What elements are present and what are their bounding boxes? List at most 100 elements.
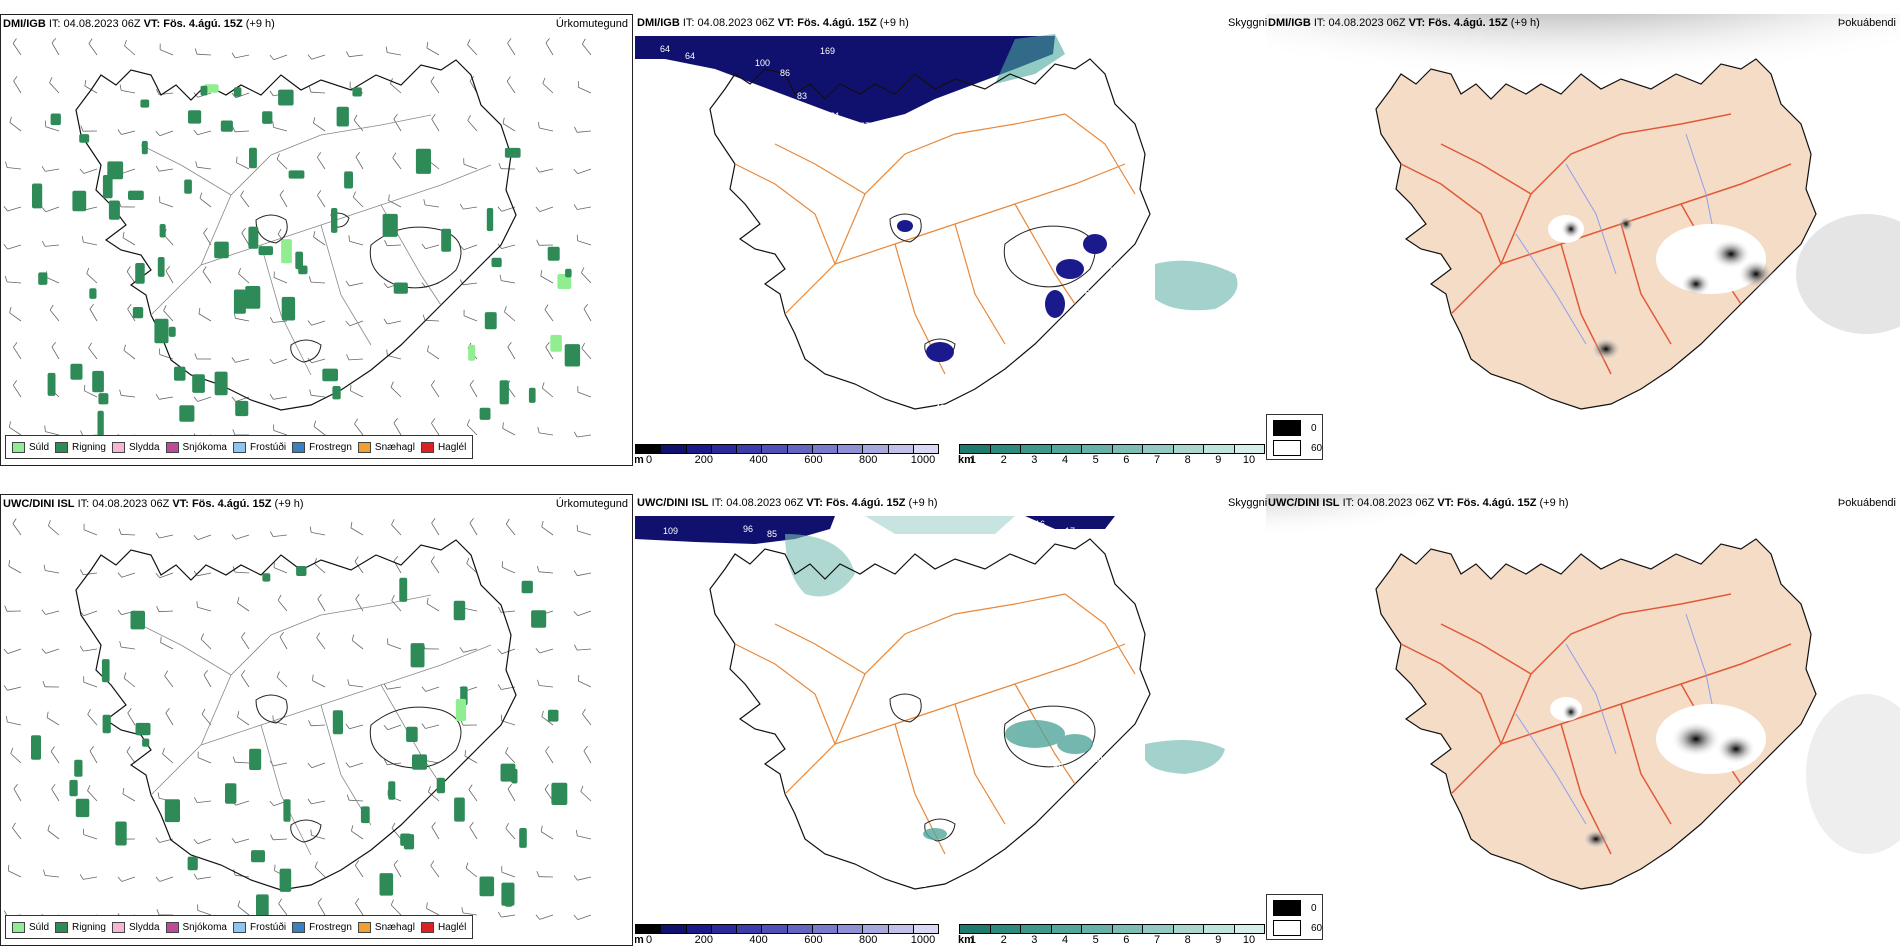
wind-barb-flag [232, 756, 236, 763]
ceiling-value-label: 99 [990, 96, 1000, 106]
scale-tick: 9 [1215, 454, 1222, 466]
wind-barb-flag [422, 314, 426, 321]
precip-cell [528, 387, 536, 403]
panel-title: DMI/IGB IT: 04.08.2023 06Z VT: Fös. 4.ág… [3, 18, 275, 30]
wind-barb-flag [79, 168, 85, 174]
wind-barb [83, 681, 98, 688]
precip-cell [225, 783, 237, 804]
precip-cell [184, 179, 192, 194]
wind-barb-flag [79, 645, 84, 652]
precip-cell [98, 393, 109, 405]
wind-barb-flag [203, 228, 208, 234]
legend-swatch [420, 441, 434, 453]
wind-barb [159, 876, 174, 882]
precip-cell [283, 799, 291, 822]
wind-barb-flag [497, 206, 503, 212]
wind-barb [501, 280, 516, 284]
legend-swatch [232, 441, 246, 453]
precip-cell [70, 363, 83, 380]
wind-barb-flag [279, 631, 285, 638]
precip-cell [159, 224, 166, 238]
fog-map [1266, 494, 1900, 946]
wind-barb [126, 271, 136, 284]
wind-barb [539, 432, 554, 436]
wind-barb-flag [426, 902, 428, 909]
wind-barb-flag [117, 609, 122, 616]
panel-fog-dmi: DMI/IGB IT: 04.08.2023 06Z VT: Fös. 4.ág… [1266, 14, 1900, 466]
wind-barb-flag [5, 161, 8, 168]
scale-tick: 4 [1061, 454, 1069, 466]
wind-barb-flag [573, 610, 579, 616]
wind-barb [241, 232, 250, 246]
ceiling-value-label: 16 [1035, 519, 1045, 529]
wind-barb-flag [41, 240, 46, 247]
wind-barb [45, 168, 60, 172]
wind-barb-flag [6, 716, 8, 723]
wind-barb [539, 206, 554, 212]
precip-cell [92, 370, 104, 393]
wind-barb [354, 561, 364, 574]
wind-barb-flag [232, 126, 236, 132]
wind-barb [431, 826, 440, 840]
wind-barb-flag [272, 121, 274, 128]
wind-barb [387, 320, 402, 325]
scale-tick: 600 [804, 454, 823, 466]
wind-barb [49, 309, 60, 322]
field-label: Þokuábendi [1837, 17, 1896, 29]
wind-barb [354, 865, 364, 878]
wind-barb-flag [384, 240, 388, 246]
wind-barb [273, 277, 288, 284]
wind-barb-flag [4, 275, 8, 283]
wind-barb-flag [9, 116, 12, 123]
wind-barb-flag [582, 708, 586, 715]
wind-barbs [3, 37, 592, 441]
wind-barb-flag [269, 393, 274, 400]
precip-cell [187, 856, 198, 871]
wind-barb-flag [127, 708, 132, 714]
wind-barb [430, 385, 440, 398]
wind-barb [390, 904, 402, 916]
wind-barb-flag [573, 168, 579, 174]
legend-label: Súld [29, 921, 50, 933]
scale-unit: km [958, 454, 974, 466]
precip-cell [31, 735, 41, 760]
wind-barb [311, 835, 326, 840]
wind-barb [7, 206, 22, 212]
wind-barb-flag [163, 305, 167, 311]
wind-barb-flag [79, 874, 84, 880]
precip-cell [233, 87, 242, 97]
ceiling-value-label: 64 [660, 44, 670, 54]
panel-visibility-uwc: UWC/DINI ISL IT: 04.08.2023 06Z VT: Fös.… [635, 494, 1265, 946]
wind-barb-flag [12, 380, 18, 386]
wind-barb [47, 830, 60, 840]
wind-barb-flag [193, 873, 198, 880]
wind-barb-flag [240, 190, 245, 197]
wind-barb [8, 565, 22, 574]
panel-title: UWC/DINI ISL IT: 04.08.2023 06Z VT: Fös.… [1268, 497, 1569, 509]
scale-tick: 5 [1092, 934, 1099, 946]
wind-barb [165, 712, 174, 726]
wind-barb-flag [544, 304, 549, 310]
legend-label: Haglél [437, 921, 467, 933]
wind-barb [235, 317, 250, 322]
fog-high-swatch [1273, 900, 1301, 916]
precip-cell [551, 782, 568, 805]
wind-barb [349, 762, 364, 768]
wind-barb [165, 270, 174, 284]
wind-barb [426, 603, 440, 612]
wind-barb [159, 168, 174, 172]
wind-barb-flag [87, 785, 91, 791]
wind-barb [121, 572, 136, 578]
wind-barb-flag [157, 792, 160, 799]
wind-barb [88, 43, 98, 56]
wind-barb-flag [468, 784, 473, 790]
wind-barb-flag [117, 876, 123, 882]
precip-cell [441, 228, 452, 252]
wind-barb-flag [276, 671, 280, 678]
wind-barb [540, 831, 554, 840]
wind-barb-flag [421, 243, 426, 250]
scale-tick: 800 [859, 934, 878, 946]
wind-barb [577, 530, 592, 536]
wind-barb-flag [119, 84, 122, 91]
wind-barb [539, 127, 554, 132]
